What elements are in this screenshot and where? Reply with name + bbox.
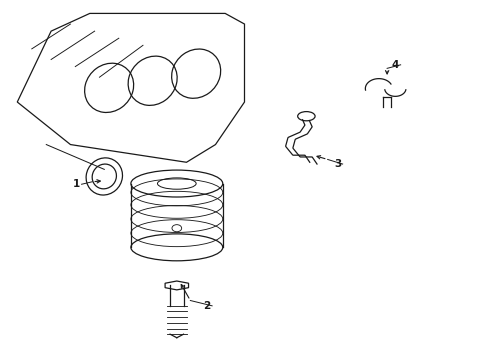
Text: 2: 2 bbox=[203, 301, 210, 311]
Text: 1: 1 bbox=[73, 179, 80, 189]
Text: 3: 3 bbox=[333, 159, 341, 169]
Text: 4: 4 bbox=[391, 60, 399, 70]
